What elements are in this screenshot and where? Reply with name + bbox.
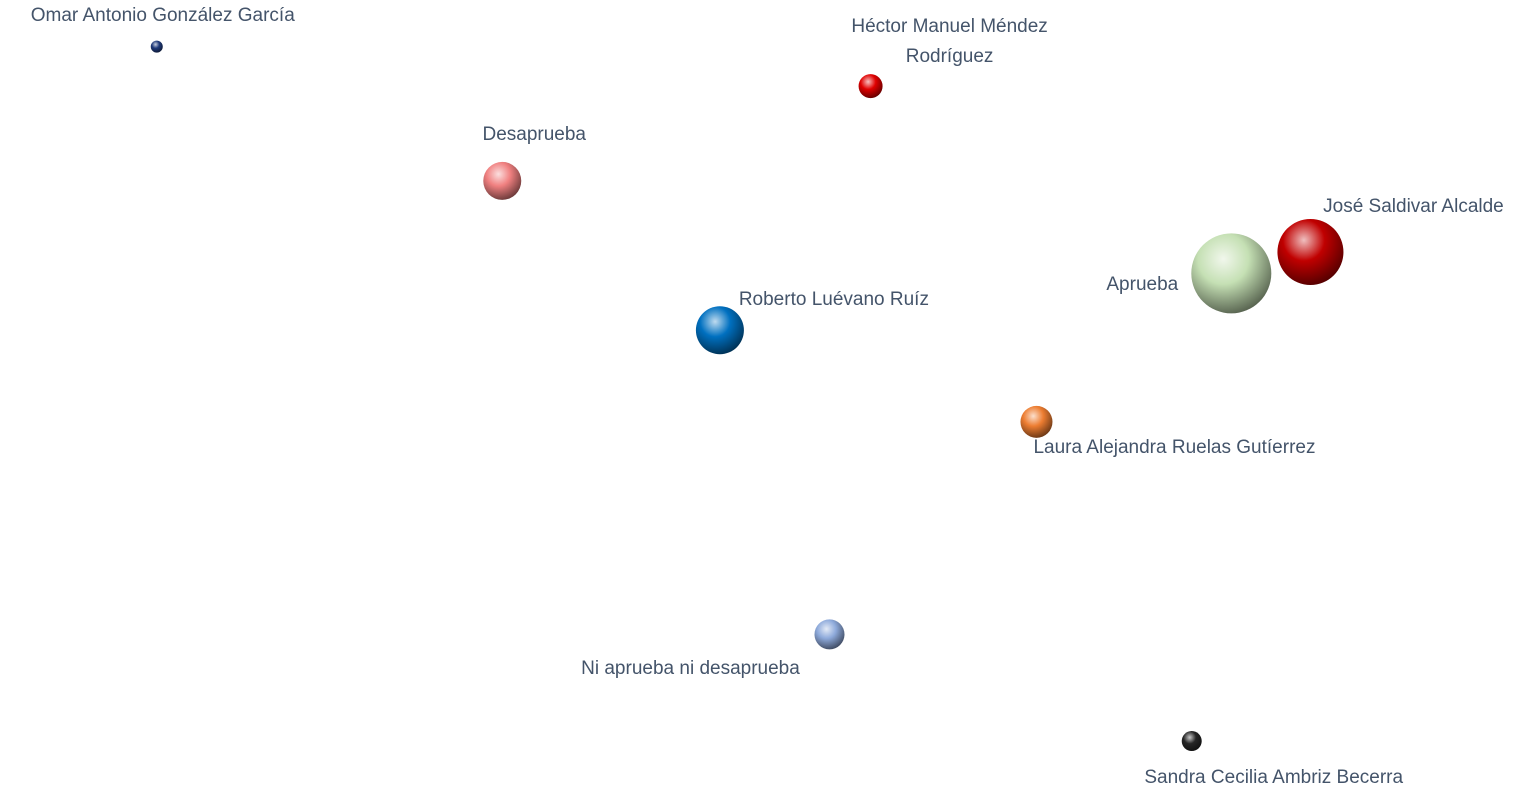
bubble — [858, 74, 883, 99]
bubble-label: Héctor Manuel Méndez Rodríguez — [851, 16, 1048, 68]
bubble-label: Desaprueba — [482, 123, 587, 145]
bubble — [1181, 731, 1202, 752]
bubble-label: Laura Alejandra Ruelas Gutíerrez — [1033, 436, 1316, 458]
bubble-label: José Saldivar Alcalde — [1323, 196, 1504, 217]
bubble-label: Ni aprueba ni desaprueba — [581, 658, 800, 680]
bubble — [1277, 219, 1344, 286]
bubble — [483, 161, 522, 200]
bubble — [814, 619, 845, 650]
bubble-label: Omar Antonio González García — [30, 4, 295, 26]
bubble — [150, 40, 163, 53]
bubble-label: Aprueba — [1106, 274, 1179, 296]
bubble — [1020, 405, 1053, 438]
bubble-label: Sandra Cecilia Ambriz Becerra — [1144, 767, 1404, 789]
bubble — [1191, 233, 1272, 314]
bubble — [695, 306, 744, 355]
bubble-label: Roberto Luévano Ruíz — [738, 289, 929, 311]
